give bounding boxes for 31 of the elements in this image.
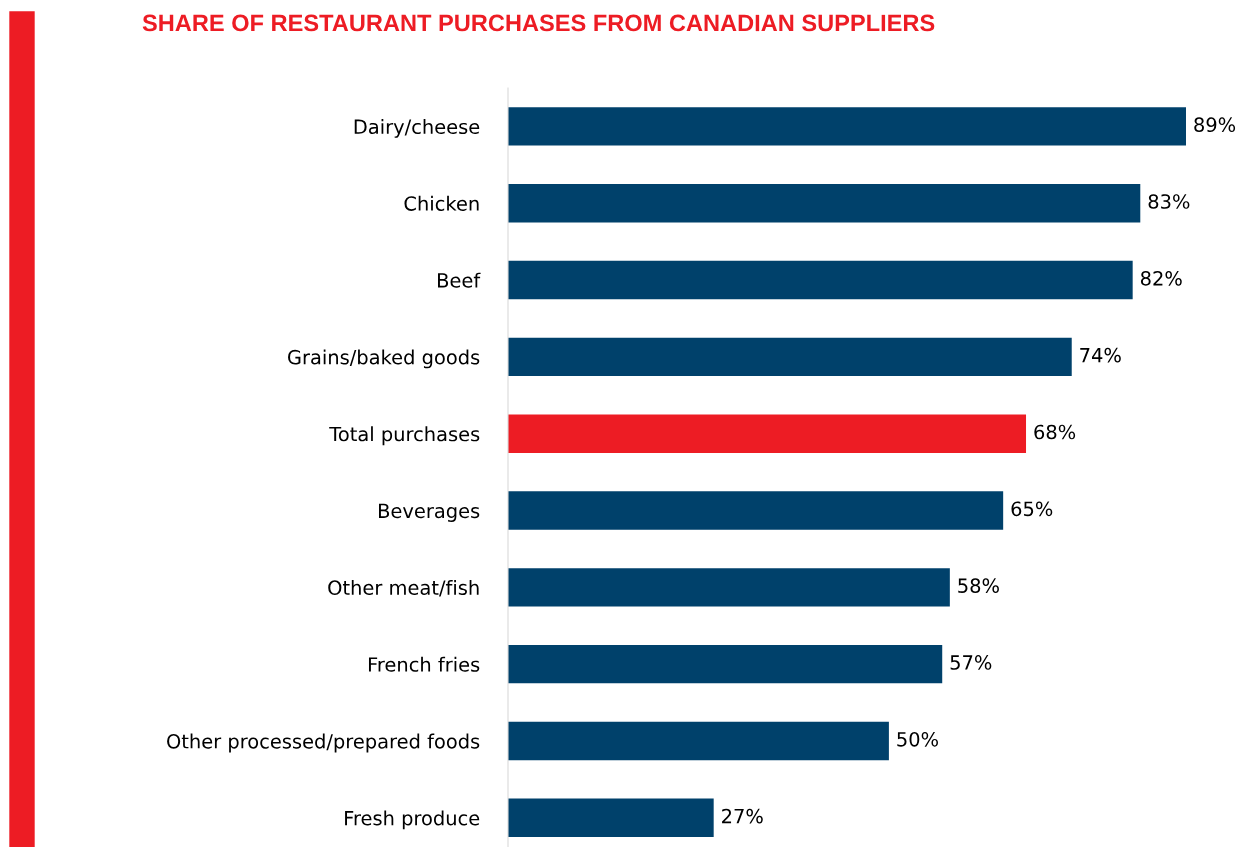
y-tick-label: Total purchases (329, 426, 480, 446)
bar (508, 644, 943, 684)
y-tick-label: French fries (368, 656, 480, 672)
data-label: 50% (897, 731, 938, 747)
data-label: 57% (950, 655, 992, 670)
chart-title: SHARE OF RESTAURANT PURCHASES FROM CANADIAN SUPPLIERS (142, 14, 935, 32)
data-label: 68% (1034, 424, 1076, 440)
y-tick-label: Other processed/prepared foods (167, 733, 480, 753)
bar (508, 491, 1004, 530)
bar (508, 414, 1027, 453)
y-tick-label: Beef (438, 272, 481, 288)
data-label: 58% (958, 578, 999, 593)
bar (508, 260, 1133, 300)
y-tick-label: Fresh produce (345, 810, 480, 830)
data-label: 89% (1194, 117, 1236, 133)
y-tick-label: Beverages (379, 503, 480, 522)
bar (508, 568, 950, 607)
data-label: 74% (1080, 347, 1121, 363)
data-label: 65% (1011, 501, 1053, 517)
y-tick-label: Other meat/fish (328, 579, 479, 597)
data-label: 27% (722, 808, 763, 824)
bar (508, 107, 1186, 146)
y-tick-label: Grains/baked goods (288, 349, 480, 369)
bar (508, 798, 714, 838)
y-tick-label: Chicken (404, 195, 479, 211)
data-label: 83% (1148, 194, 1190, 209)
bar (508, 337, 1072, 377)
y-tick-label: Dairy/cheese (354, 119, 480, 138)
data-label: 82% (1140, 270, 1182, 286)
bar (508, 721, 889, 761)
bar (508, 184, 1141, 223)
